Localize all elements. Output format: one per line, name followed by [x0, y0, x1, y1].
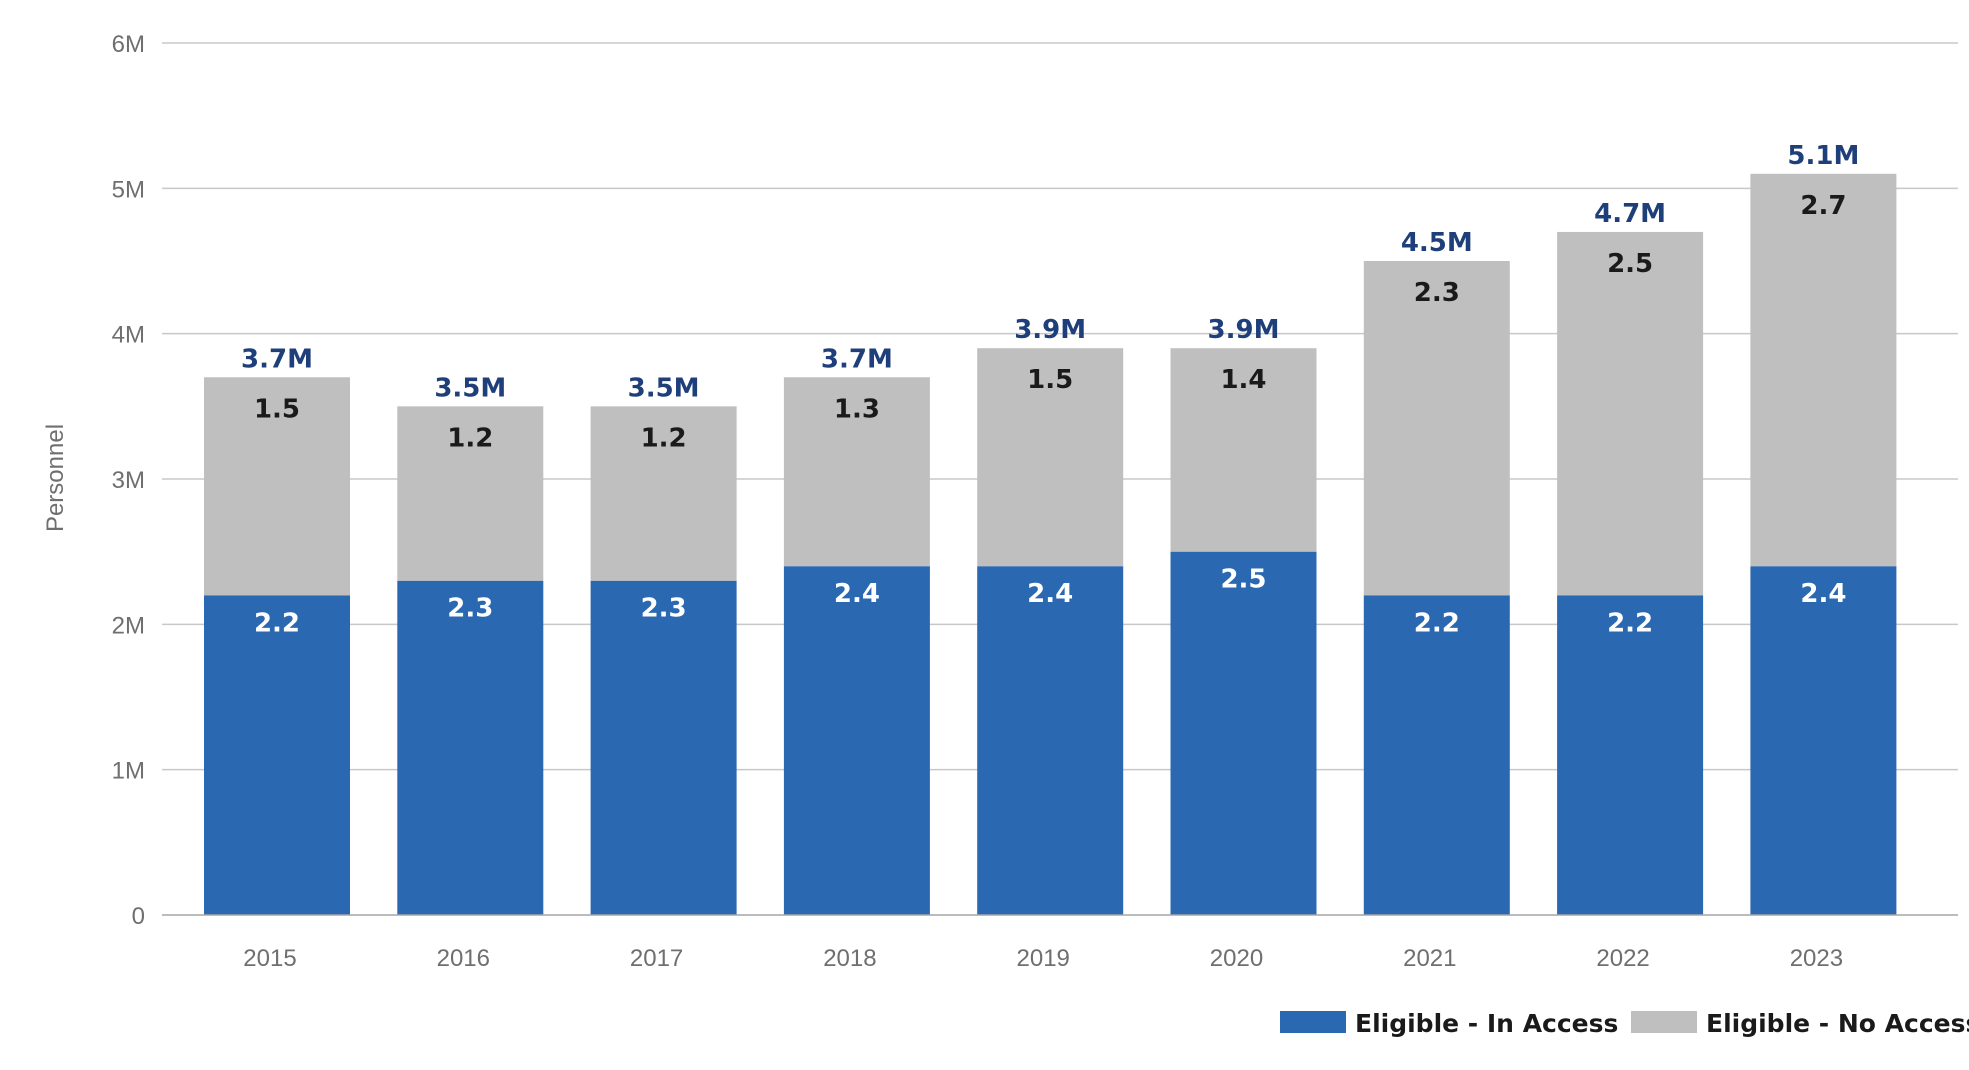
- x-tick-label-2023: 2023: [1790, 945, 1843, 972]
- total-label-2023: 5.1M: [1787, 141, 1859, 171]
- bar-in-access-2023: [1750, 566, 1897, 915]
- y-tick-label: 3M: [112, 467, 145, 494]
- bar-in-access-2017: [590, 580, 737, 915]
- data-label-in-access-2015: 2.2: [254, 608, 300, 638]
- y-tick-label: 0: [132, 903, 145, 930]
- total-label-2021: 4.5M: [1401, 228, 1473, 258]
- bar-in-access-2019: [977, 566, 1124, 915]
- y-tick-label: 4M: [112, 322, 145, 349]
- legend-label-no-access: Eligible - No Access: [1706, 1009, 1969, 1038]
- legend-label-in-access: Eligible - In Access: [1355, 1009, 1618, 1038]
- x-tick-label-2017: 2017: [630, 945, 683, 972]
- bar-in-access-2022: [1557, 595, 1704, 915]
- total-label-2019: 3.9M: [1014, 315, 1086, 345]
- data-label-in-access-2023: 2.4: [1800, 579, 1846, 609]
- x-tick-label-2021: 2021: [1403, 945, 1456, 972]
- y-tick-label: 1M: [112, 758, 145, 785]
- bar-no-access-2016: [397, 406, 544, 581]
- bar-in-access-2015: [204, 595, 350, 915]
- x-tick-label-2016: 2016: [437, 945, 490, 972]
- total-label-2016: 3.5M: [434, 373, 506, 403]
- legend-swatch-no-access: [1631, 1011, 1697, 1033]
- total-label-2015: 3.7M: [241, 344, 313, 374]
- legend: Eligible - In Access Eligible - No Acces…: [1280, 1009, 1969, 1038]
- data-label-no-access-2018: 1.3: [834, 394, 880, 424]
- x-tick-label-2015: 2015: [243, 945, 296, 972]
- bar-no-access-2015: [204, 377, 350, 596]
- data-label-in-access-2016: 2.3: [447, 594, 493, 624]
- x-tick-label-2022: 2022: [1596, 945, 1649, 972]
- data-label-no-access-2020: 1.4: [1220, 365, 1266, 395]
- bar-in-access-2021: [1363, 595, 1510, 915]
- y-tick-label: 2M: [112, 612, 145, 639]
- y-axis-ticks: 0 1M 2M 3M 4M 5M 6M: [112, 31, 145, 930]
- data-label-in-access-2017: 2.3: [641, 594, 687, 624]
- bar-no-access-2023: [1750, 173, 1897, 567]
- bar-no-access-2022: [1557, 231, 1704, 596]
- bar-no-access-2019: [977, 348, 1124, 567]
- data-label-in-access-2022: 2.2: [1607, 608, 1653, 638]
- x-tick-label-2018: 2018: [823, 945, 876, 972]
- data-label-in-access-2018: 2.4: [834, 579, 880, 609]
- x-tick-label-2020: 2020: [1210, 945, 1263, 972]
- data-label-in-access-2020: 2.5: [1220, 565, 1266, 595]
- legend-swatch-in-access: [1280, 1011, 1346, 1033]
- y-tick-label: 6M: [112, 31, 145, 58]
- total-label-2022: 4.7M: [1594, 199, 1666, 229]
- total-label-2017: 3.5M: [628, 373, 700, 403]
- y-axis-title: Personnel: [42, 424, 69, 532]
- bar-in-access-2020: [1170, 551, 1317, 915]
- data-label-no-access-2015: 1.5: [254, 394, 300, 424]
- data-label-no-access-2021: 2.3: [1414, 278, 1460, 308]
- bar-in-access-2018: [783, 566, 930, 915]
- bar-no-access-2017: [590, 406, 737, 581]
- data-label-no-access-2023: 2.7: [1800, 191, 1846, 221]
- bar-no-access-2020: [1170, 348, 1317, 552]
- bars: 2.2 1.5 3.7M 2.3 1.2 3.5M 2.3 1.2 3.5M 2.4 1.3 3.7M…: [204, 141, 1897, 915]
- data-label-in-access-2021: 2.2: [1414, 608, 1460, 638]
- bar-no-access-2021: [1363, 261, 1510, 596]
- total-label-2018: 3.7M: [821, 344, 893, 374]
- y-tick-label: 5M: [112, 176, 145, 203]
- x-axis-ticks: 2015 2016 2017 2018 2019 2020 2021 2022 2023: [243, 945, 1843, 972]
- bar-in-access-2016: [397, 580, 544, 915]
- data-label-no-access-2016: 1.2: [447, 423, 493, 453]
- data-label-no-access-2022: 2.5: [1607, 249, 1653, 279]
- x-tick-label-2019: 2019: [1017, 945, 1070, 972]
- data-label-in-access-2019: 2.4: [1027, 579, 1073, 609]
- bar-no-access-2018: [783, 377, 930, 567]
- data-label-no-access-2017: 1.2: [641, 423, 687, 453]
- data-label-no-access-2019: 1.5: [1027, 365, 1073, 395]
- total-label-2020: 3.9M: [1208, 315, 1280, 345]
